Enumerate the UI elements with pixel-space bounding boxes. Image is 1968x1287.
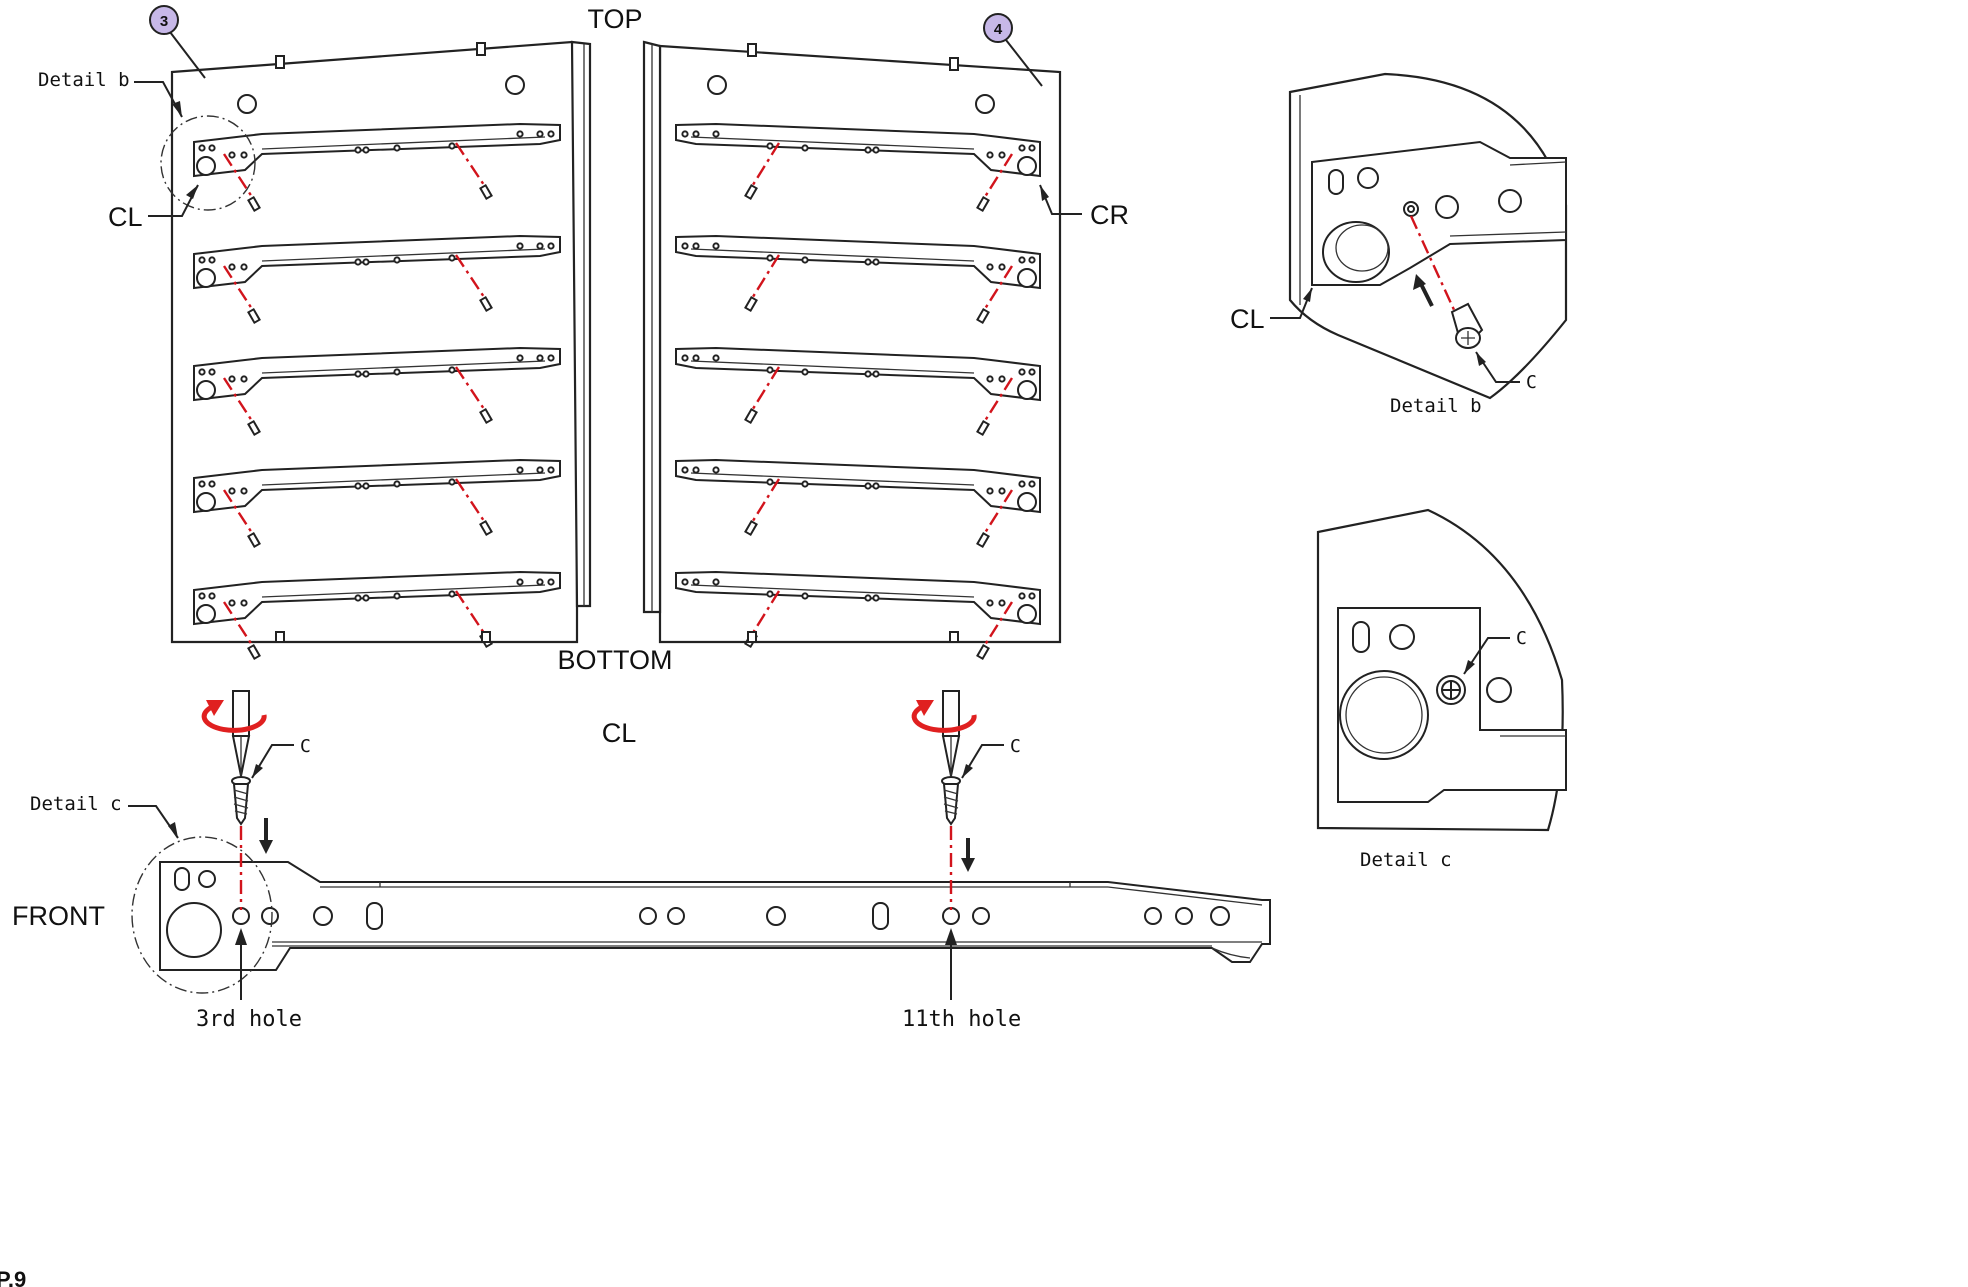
- cl-left-label: CL: [108, 202, 143, 232]
- left-rail: [193, 234, 561, 325]
- detail-b-c-label: C: [1526, 372, 1537, 393]
- svg-text:3: 3: [160, 13, 168, 30]
- screwdriver-right: [911, 690, 977, 777]
- left-rail: [193, 570, 561, 661]
- detail-b-callout: Detail b: [38, 69, 130, 91]
- left-rail: [193, 122, 561, 213]
- right-rail: [675, 346, 1041, 437]
- left-rail: [193, 458, 561, 549]
- panel-badge-4: 4: [983, 13, 1013, 43]
- insert-arrow-right: [961, 838, 975, 872]
- detail-c-callout: Detail c: [30, 793, 122, 815]
- right-rail: [675, 234, 1041, 325]
- detail-c-screw-head: [1441, 680, 1461, 700]
- detail-b-cl-label: CL: [1230, 304, 1265, 334]
- detail-c-view: [1316, 508, 1567, 832]
- cl-center-label: CL: [602, 718, 637, 748]
- screwdriver-left: [201, 690, 267, 777]
- detail-c-c-label: C: [1516, 628, 1527, 649]
- right-rail: [675, 458, 1041, 549]
- insert-arrow-left: [259, 818, 273, 854]
- screw-c-right-label: C: [1010, 736, 1021, 757]
- bottom-label: BOTTOM: [557, 645, 672, 675]
- screw-left: [231, 776, 251, 826]
- left-rail: [193, 346, 561, 437]
- eleventh-hole-label: 11th hole: [902, 1007, 1021, 1032]
- right-side-panel: [642, 40, 1062, 661]
- detail-b-screw: [1450, 302, 1484, 349]
- screw-right: [941, 776, 961, 826]
- left-panel-rails: [193, 122, 561, 661]
- panel-badge-3: 3: [149, 5, 179, 35]
- detail-b-title: Detail b: [1390, 395, 1482, 417]
- drawer-slide-rail: [159, 861, 1271, 971]
- eleventh-hole-pointer: [945, 928, 957, 1000]
- front-label: FRONT: [12, 901, 105, 931]
- detail-c-marker: [131, 836, 273, 994]
- top-label: TOP: [587, 4, 642, 34]
- detail-b-view: [1288, 72, 1568, 400]
- screw-c-left-label: C: [300, 736, 311, 757]
- cr-right-label: CR: [1090, 200, 1129, 230]
- third-hole-pointer: [235, 928, 247, 1000]
- svg-text:4: 4: [994, 21, 1003, 38]
- detail-b-marker: [160, 115, 256, 211]
- right-rail: [675, 122, 1041, 213]
- left-side-panel: [170, 40, 592, 661]
- page-mark: P.9: [0, 1267, 26, 1287]
- detail-c-title: Detail c: [1360, 849, 1452, 871]
- detail-b-arrow: [1413, 274, 1434, 307]
- third-hole-label: 3rd hole: [196, 1007, 302, 1032]
